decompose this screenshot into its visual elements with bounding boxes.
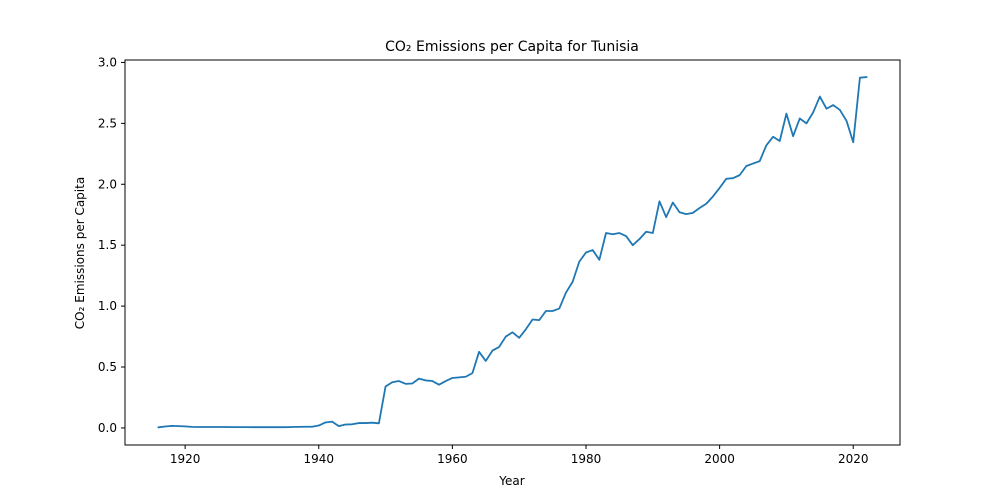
x-axis-label: Year [498, 474, 524, 488]
x-tick-label: 1940 [303, 452, 334, 466]
x-tick-label: 2000 [704, 452, 735, 466]
y-tick-label: 3.0 [98, 55, 117, 69]
axes-frame [124, 59, 901, 446]
y-tick-label: 2.0 [98, 177, 117, 191]
y-tick-label: 0.5 [98, 360, 117, 374]
y-tick-label: 1.5 [98, 238, 117, 252]
y-tick-label: 2.5 [98, 116, 117, 130]
x-tick-label: 1920 [170, 452, 201, 466]
x-tick-label: 1980 [571, 452, 602, 466]
y-tick-label: 1.0 [98, 299, 117, 313]
x-tick-label: 1960 [437, 452, 468, 466]
plot-area [124, 59, 901, 446]
y-tick-label: 0.0 [98, 421, 117, 435]
x-tick-label: 2020 [838, 452, 869, 466]
x-axis: 1920 1940 1960 1980 2000 2020 [170, 445, 869, 466]
y-axis-label: CO₂ Emissions per Capita [73, 177, 87, 329]
series-line [157, 76, 868, 429]
chart-title: CO₂ Emissions per Capita for Tunisia [385, 39, 639, 55]
y-axis: 0.0 0.5 1.0 1.5 2.0 2.5 3.0 [98, 55, 125, 435]
